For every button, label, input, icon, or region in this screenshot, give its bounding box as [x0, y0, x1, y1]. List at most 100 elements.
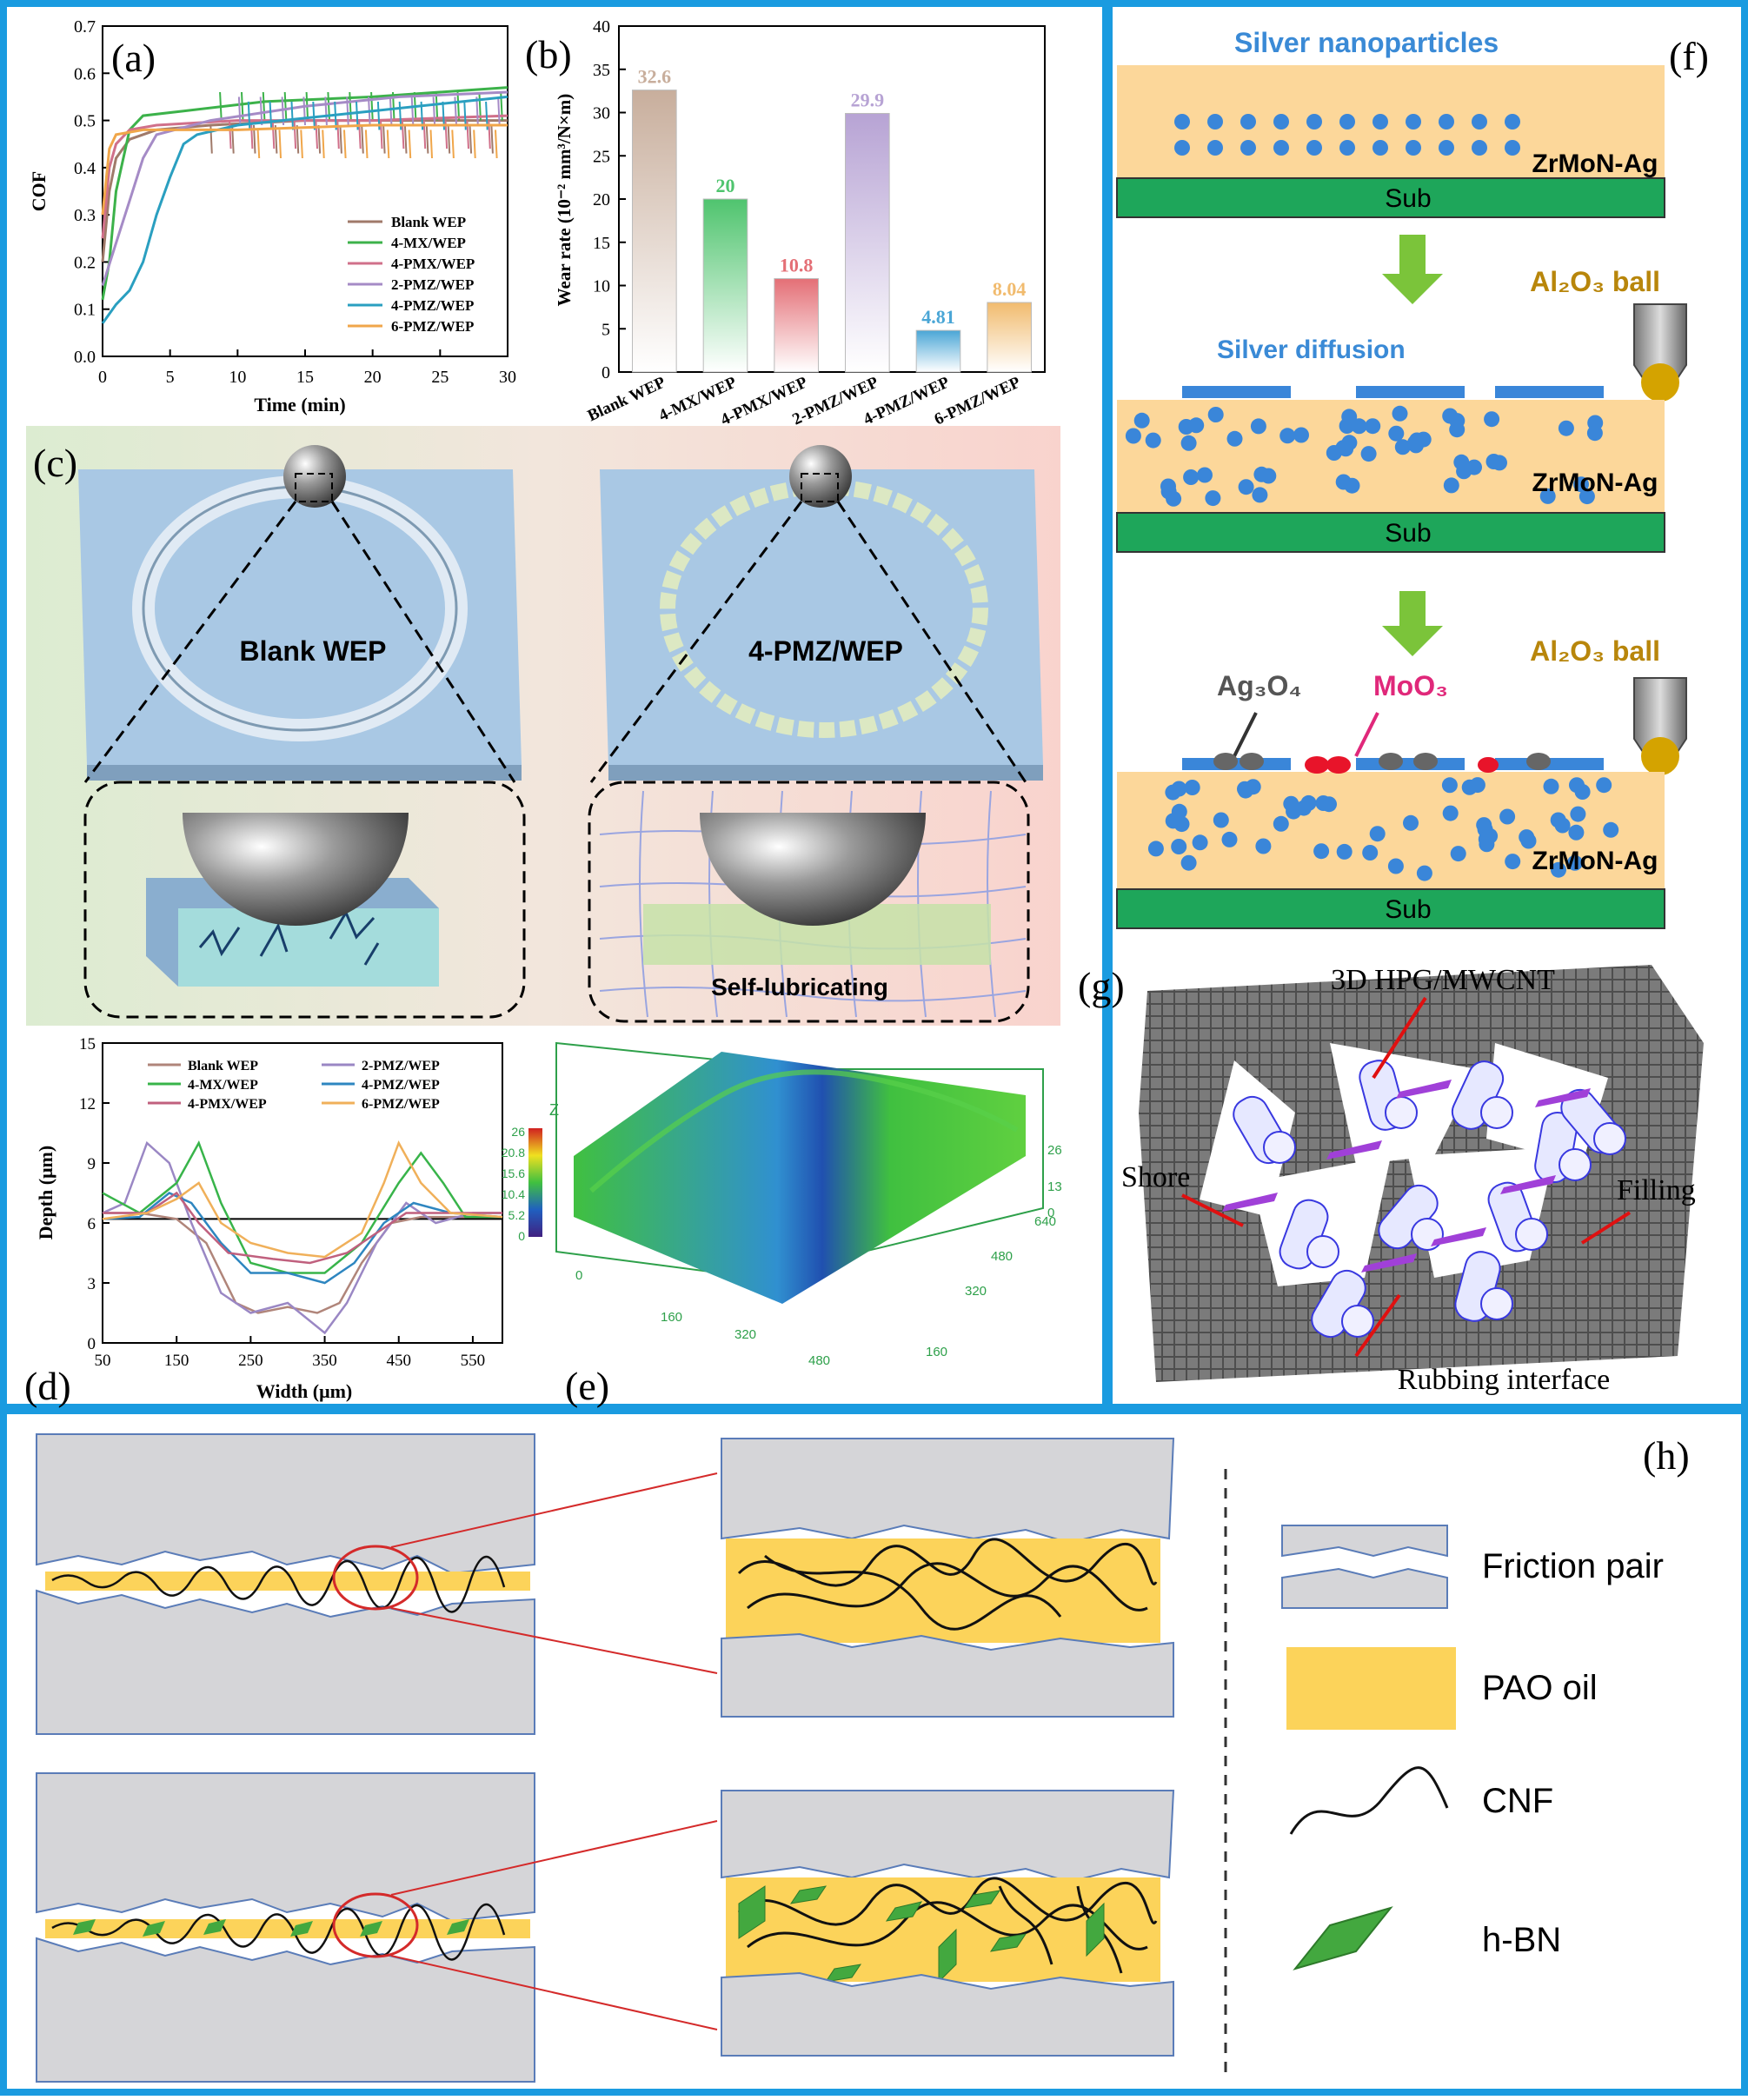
fullerene	[1306, 1235, 1339, 1268]
cracks-left	[198, 909, 380, 966]
fullerene	[1263, 1131, 1296, 1164]
colorbar-tick-e: 15.6	[502, 1166, 525, 1180]
y-tick-label-d: 9	[88, 1155, 96, 1173]
silver-particle	[1439, 140, 1454, 156]
silver-particle	[1336, 843, 1353, 860]
coating-label-2: ZrMoN-Ag	[1532, 469, 1658, 497]
zoom-line-left-a	[83, 501, 297, 783]
silver-particle	[1184, 780, 1200, 795]
fullerene	[1341, 1305, 1374, 1338]
silver-particle	[1505, 114, 1520, 130]
silver-particle	[1171, 781, 1187, 797]
label-shore: Shore	[1121, 1161, 1190, 1193]
silver-particle	[1466, 459, 1482, 475]
silver-particle	[1173, 816, 1190, 833]
silver-particle	[1313, 843, 1330, 860]
legend-label-d: 4-PMX/WEP	[188, 1097, 267, 1112]
silver-particle	[1207, 140, 1223, 156]
legend-label-a: 4-PMX/WEP	[391, 256, 475, 272]
pao-oil-1	[45, 1572, 530, 1591]
series-line-d-5	[102, 1140, 503, 1259]
zoom-detail-left	[83, 781, 526, 1019]
silver-particle	[1166, 490, 1182, 507]
silver-particle	[1406, 140, 1421, 156]
arrow-shore	[1181, 1193, 1244, 1227]
silver-particle	[1255, 838, 1272, 854]
y-tick-label-d: 15	[79, 1035, 96, 1053]
colorbar-tick-e: 20.8	[502, 1146, 525, 1160]
zoom-line-left-b	[330, 501, 516, 783]
axis-label-b-y: Wear rate (10⁻² mm³/N×m)	[554, 94, 575, 307]
zoom-line-right-a	[589, 501, 803, 783]
y-tick-label-e: 640	[1034, 1214, 1056, 1229]
silver-particle	[1372, 140, 1388, 156]
silver-particle	[1369, 826, 1386, 842]
silver-particle	[1365, 418, 1381, 435]
fullerene	[1480, 1096, 1513, 1129]
legend-label-a: 2-PMZ/WEP	[391, 276, 474, 293]
friction-pair-lower-zoom-2	[721, 1971, 1174, 2057]
fullerene	[1559, 1148, 1592, 1181]
fullerene	[1480, 1287, 1513, 1320]
z-tick-label-e: 26	[1047, 1143, 1062, 1158]
series-noise-a-0	[209, 124, 494, 154]
friction-pair-lower-2	[36, 1937, 535, 2083]
silver-particle	[1472, 140, 1487, 156]
arrow-down-1	[1382, 235, 1443, 304]
cnf-fiber-1	[51, 1555, 506, 1613]
axis-label-e-z: Z	[549, 1101, 559, 1119]
series-line-a-2	[101, 114, 508, 239]
friction-pair-upper-zoom-2	[721, 1790, 1175, 1884]
silver-particle	[1450, 846, 1466, 862]
friction-pair-lower-zoom-1	[721, 1632, 1174, 1718]
x-tick-label-a: 5	[166, 368, 175, 387]
plate-left-edge	[87, 765, 522, 781]
label-3d-hpg: 3D HPG/MWCNT	[1331, 964, 1555, 996]
x-tick-label-a: 10	[229, 368, 246, 387]
silver-particle	[1569, 777, 1585, 794]
sub-label-3: Sub	[1385, 895, 1431, 924]
silver-particle	[1439, 114, 1454, 130]
y-tick-label-d: 6	[88, 1215, 96, 1233]
block-left-front	[178, 908, 439, 987]
silver-particle	[1250, 418, 1266, 435]
series-line-d-2	[102, 1140, 502, 1274]
silver-particle	[1341, 409, 1358, 425]
silver-particle	[1539, 488, 1556, 504]
cnf-fibers-zoom-1	[737, 1538, 1158, 1631]
legend-friction-pair-upper	[1281, 1525, 1448, 1558]
bar-value-label-b: 10.8	[780, 255, 814, 276]
bar-value-label-b: 32.6	[638, 66, 672, 88]
axes-frame-b	[618, 25, 1046, 373]
sub-label-1: Sub	[1385, 184, 1431, 213]
legend-label-cnf: CNF	[1482, 1782, 1553, 1820]
ball-label-1: Al₂O₃ ball	[1530, 266, 1660, 297]
x-tick-label-d: 450	[386, 1352, 411, 1370]
y-tick-label-a: 0.6	[74, 64, 96, 83]
graphene-flake	[1535, 1088, 1591, 1107]
zoom-box-left	[295, 473, 333, 502]
x-tick-label-a: 15	[296, 368, 314, 387]
y-tick-label-b: 40	[593, 17, 610, 37]
silver-particle	[1550, 812, 1566, 828]
panel-label-c: (c)	[33, 441, 77, 485]
zoom-circle-2	[332, 1892, 419, 1958]
axis-label-d-y: Depth (μm)	[35, 1146, 56, 1239]
frame-bottom	[0, 1407, 1748, 2096]
ball-left	[283, 445, 346, 508]
y-tick-label-a: 0.5	[74, 112, 96, 131]
label-self-lubricating: Self-lubricating	[711, 974, 888, 1000]
silver-particle	[1183, 469, 1200, 485]
fullerene	[1411, 1218, 1444, 1251]
silver-particle	[1197, 467, 1213, 483]
series-noise-a-3	[237, 96, 501, 126]
silver-particle	[1293, 427, 1309, 443]
graphene-flake	[1361, 1253, 1417, 1273]
ball-label-2: Al₂O₃ ball	[1530, 635, 1660, 667]
graphene-flake	[1222, 1193, 1278, 1212]
silver-film-2a	[1182, 386, 1291, 398]
legend-friction-pair-lower	[1281, 1567, 1448, 1609]
y-tick-label-b: 35	[593, 61, 610, 80]
